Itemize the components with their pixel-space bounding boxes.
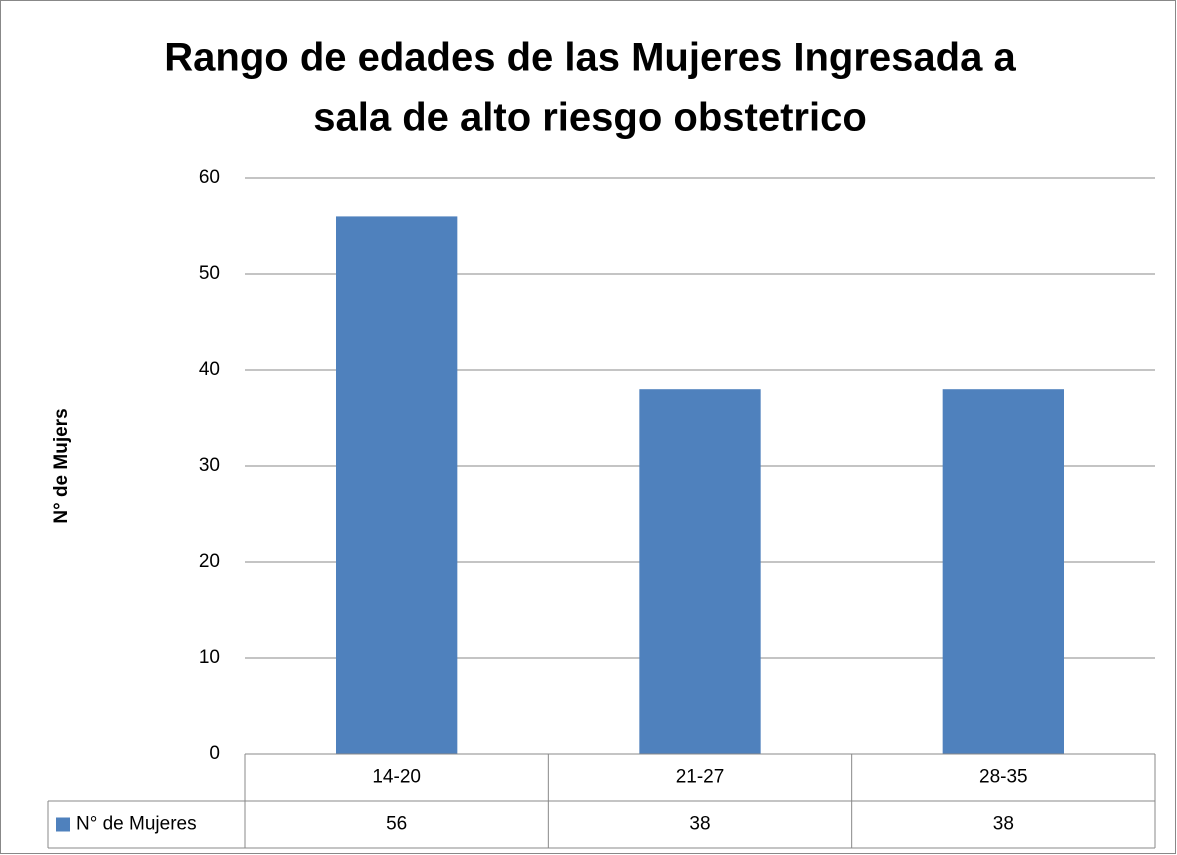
y-tick-label: 40 <box>199 359 220 380</box>
data-table-value: 38 <box>993 814 1014 835</box>
chart-title: sala de alto riesgo obstetrico <box>313 96 867 140</box>
x-tick-label: 28-35 <box>979 767 1028 788</box>
y-axis-label: N° de Mujers <box>51 408 72 523</box>
y-tick-label: 0 <box>209 743 220 764</box>
x-tick-label: 21-27 <box>676 767 725 788</box>
y-tick-label: 50 <box>199 263 220 284</box>
y-tick-label: 10 <box>199 647 220 668</box>
y-tick-label: 20 <box>199 551 220 572</box>
bar <box>942 389 1064 754</box>
x-tick-label: 14-20 <box>372 767 421 788</box>
y-tick-label: 30 <box>199 455 220 476</box>
legend-swatch <box>56 817 70 832</box>
bar <box>639 389 761 754</box>
chart-title: Rango de edades de las Mujeres Ingresada… <box>164 36 1016 80</box>
legend-label: N° de Mujeres <box>76 814 197 835</box>
data-table-value: 56 <box>386 814 407 835</box>
data-table-value: 38 <box>689 814 710 835</box>
bar <box>336 216 458 754</box>
y-tick-label: 60 <box>199 167 220 188</box>
